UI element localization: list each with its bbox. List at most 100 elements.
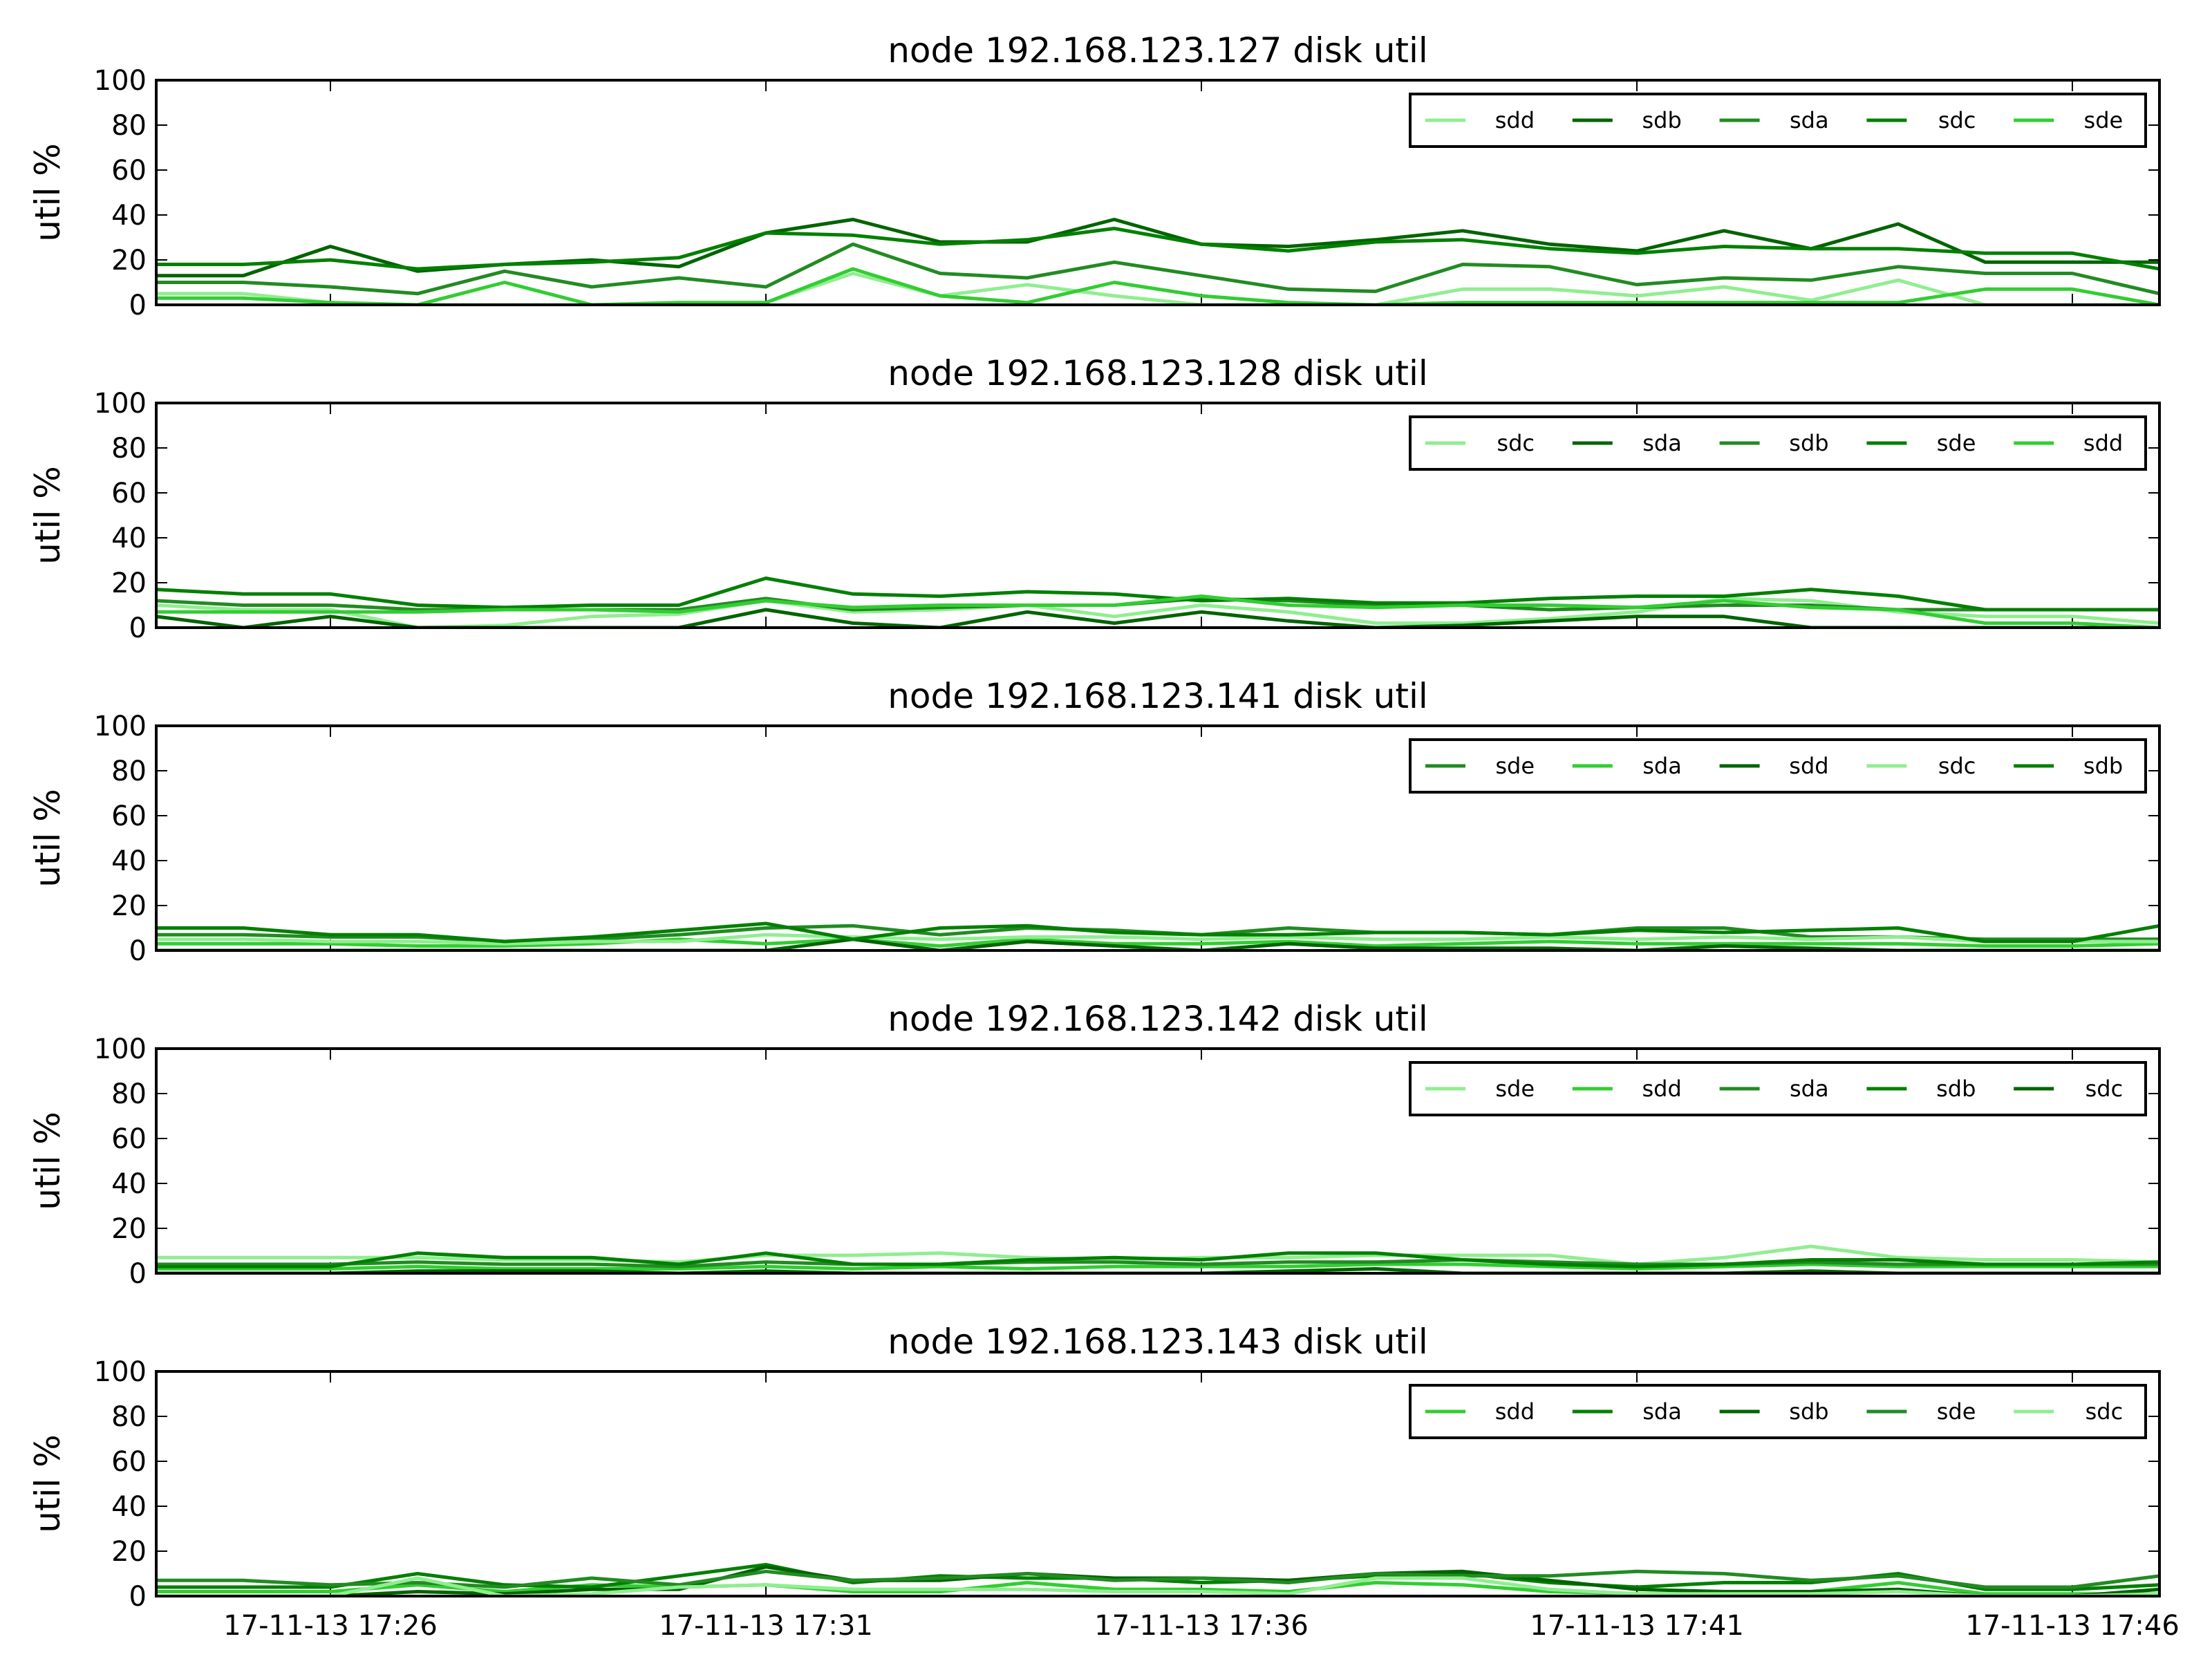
plot-frame bbox=[155, 724, 2161, 952]
x-tick-label: 17-11-13 17:41 bbox=[1530, 1610, 1744, 1642]
legend-label: sdc bbox=[1938, 753, 1976, 779]
series-line-sda bbox=[156, 242, 2159, 296]
legend-label: sdb bbox=[1642, 107, 1682, 133]
legend-label: sde bbox=[1937, 1398, 1976, 1425]
legend: sdc sda sdb sde sdd bbox=[1409, 415, 2147, 471]
y-tick-label: 20 bbox=[111, 1536, 147, 1568]
legend-label: sdd bbox=[1642, 1076, 1682, 1102]
legend: sde sda sdd sdc sdb bbox=[1409, 738, 2147, 794]
legend-label: sdd bbox=[1495, 107, 1535, 133]
legend-label: sde bbox=[1495, 1076, 1535, 1102]
legend-label: sda bbox=[1642, 1398, 1682, 1425]
x-tick-label: 17-11-13 17:46 bbox=[1965, 1610, 2180, 1642]
x-tick-label: 17-11-13 17:31 bbox=[659, 1610, 873, 1642]
y-tick-label: 80 bbox=[111, 110, 147, 142]
y-tick-label: 80 bbox=[111, 1078, 147, 1110]
legend-label: sde bbox=[2084, 107, 2124, 133]
y-tick-label: 100 bbox=[94, 711, 147, 742]
y-tick-label: 80 bbox=[111, 756, 147, 787]
chart-title: node 192.168.123.128 disk util bbox=[888, 353, 1428, 393]
legend-label: sda bbox=[1790, 107, 1829, 133]
chart-panel-2: node 192.168.123.128 disk util util % 0 20 4… bbox=[28, 353, 2161, 644]
series-group bbox=[156, 1563, 2159, 1596]
y-tick-label: 100 bbox=[94, 1356, 147, 1388]
series-line-sdb bbox=[156, 1251, 2159, 1268]
series-line-sdc bbox=[156, 1576, 2159, 1596]
series-line-sde bbox=[156, 577, 2159, 612]
plot-frame bbox=[155, 402, 2161, 629]
chart-panel-4: node 192.168.123.142 disk util util % 0 20 4… bbox=[28, 999, 2161, 1290]
y-tick-label: 40 bbox=[111, 523, 147, 554]
y-tick-label: 60 bbox=[111, 1123, 147, 1155]
legend-label: sdc bbox=[2086, 1398, 2124, 1425]
y-tick-label: 0 bbox=[129, 935, 147, 967]
chart-panel-5: node 192.168.123.143 disk util util % 0 20 4… bbox=[28, 1322, 2180, 1642]
y-axis-label: util % bbox=[28, 1112, 68, 1210]
series-group bbox=[156, 218, 2159, 305]
legend-label: sdb bbox=[1789, 1398, 1828, 1425]
y-tick-label: 60 bbox=[111, 155, 147, 187]
y-tick-label: 80 bbox=[111, 1401, 147, 1433]
x-tick-label: 17-11-13 17:26 bbox=[223, 1610, 438, 1642]
series-line-sdc bbox=[156, 597, 2159, 628]
series-line-sdd bbox=[156, 1262, 2159, 1271]
legend: sdd sdb sda sdc sde bbox=[1409, 93, 2147, 148]
chart-panel-1: node 192.168.123.127 disk util util % 0 20 4… bbox=[28, 30, 2161, 321]
chart-title: node 192.168.123.142 disk util bbox=[888, 999, 1428, 1039]
y-tick-label: 0 bbox=[129, 612, 147, 644]
series-line-sda bbox=[156, 608, 2159, 628]
y-tick-label: 100 bbox=[94, 65, 147, 97]
legend-label: sdb bbox=[2083, 753, 2123, 779]
series-line-sdd bbox=[156, 594, 2159, 628]
y-tick-label: 60 bbox=[111, 1446, 147, 1478]
series-line-sdd bbox=[156, 937, 2159, 950]
y-tick-label: 80 bbox=[111, 433, 147, 465]
legend-label: sde bbox=[1937, 430, 1976, 456]
y-axis-label: util % bbox=[28, 466, 68, 564]
legend-label: sdd bbox=[2083, 430, 2123, 456]
chart-title: node 192.168.123.141 disk util bbox=[888, 676, 1428, 716]
plot-frame bbox=[155, 1047, 2161, 1275]
y-tick-label: 0 bbox=[129, 1581, 147, 1613]
legend-label: sdb bbox=[1789, 430, 1828, 456]
plot-frame bbox=[155, 79, 2161, 306]
legend: sde sdd sda sdb sdc bbox=[1409, 1061, 2147, 1116]
series-line-sda bbox=[156, 1258, 2159, 1268]
series-group bbox=[156, 921, 2159, 950]
y-tick-label: 40 bbox=[111, 1491, 147, 1523]
y-tick-label: 20 bbox=[111, 1213, 147, 1245]
series-line-sde bbox=[156, 267, 2159, 305]
y-tick-label: 40 bbox=[111, 200, 147, 232]
x-tick-label: 17-11-13 17:36 bbox=[1094, 1610, 1309, 1642]
y-tick-label: 20 bbox=[111, 568, 147, 599]
legend-label: sdd bbox=[1789, 753, 1828, 779]
y-tick-label: 40 bbox=[111, 1168, 147, 1200]
legend-label: sdd bbox=[1495, 1398, 1535, 1425]
y-axis-label: util % bbox=[28, 1434, 68, 1533]
legend-label: sda bbox=[1642, 753, 1682, 779]
y-tick-label: 40 bbox=[111, 845, 147, 877]
y-tick-label: 100 bbox=[94, 1033, 147, 1065]
chart-title: node 192.168.123.127 disk util bbox=[888, 30, 1428, 71]
y-axis-label: util % bbox=[28, 789, 68, 887]
legend-label: sdc bbox=[1938, 107, 1976, 133]
series-line-sdc bbox=[156, 932, 2159, 946]
series-line-sdb bbox=[156, 921, 2159, 944]
series-line-sdc bbox=[156, 227, 2159, 271]
plot-frame bbox=[155, 1370, 2161, 1597]
legend-label: sdb bbox=[1936, 1076, 1976, 1102]
y-tick-label: 20 bbox=[111, 245, 147, 276]
series-line-sdd bbox=[156, 272, 2159, 305]
legend: sdd sda sdb sde sdc bbox=[1409, 1384, 2147, 1439]
series-line-sdc bbox=[156, 1267, 2159, 1273]
chart-panel-3: node 192.168.123.141 disk util util % 0 20 4… bbox=[28, 676, 2161, 967]
chart-title: node 192.168.123.143 disk util bbox=[888, 1322, 1428, 1362]
y-tick-label: 20 bbox=[111, 890, 147, 922]
legend-label: sda bbox=[1790, 1076, 1829, 1102]
series-line-sde bbox=[156, 1569, 2159, 1589]
legend-label: sda bbox=[1642, 430, 1682, 456]
y-tick-label: 60 bbox=[111, 478, 147, 509]
series-line-sda bbox=[156, 937, 2159, 948]
y-tick-label: 0 bbox=[129, 290, 147, 321]
